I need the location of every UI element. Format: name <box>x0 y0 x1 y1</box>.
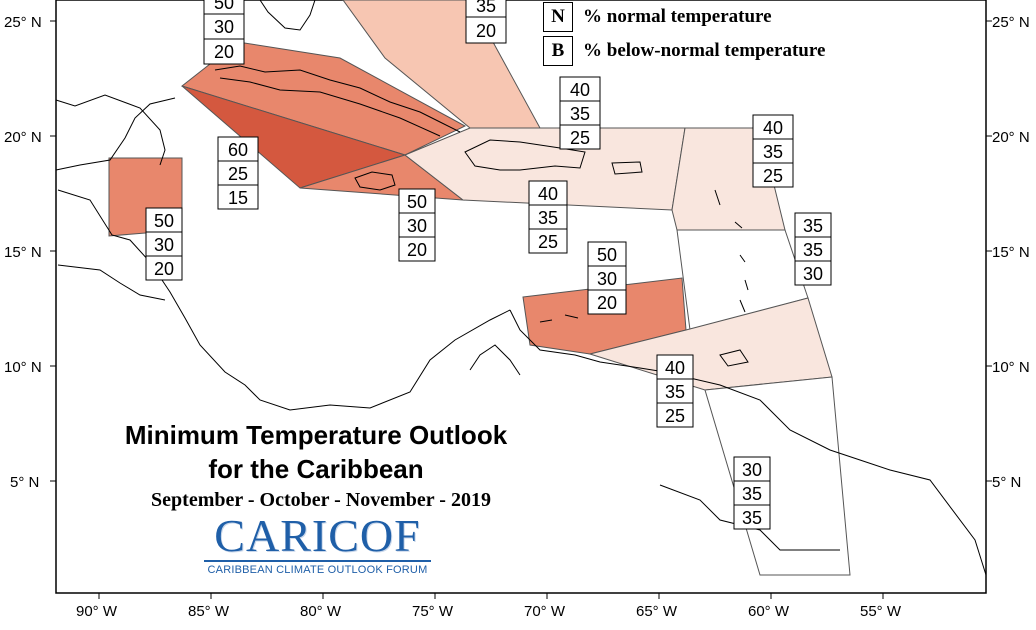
prob-value: 25 <box>538 232 558 252</box>
prob-box-jamaica: 50 30 20 <box>398 188 436 262</box>
prob-value: 40 <box>570 80 590 100</box>
prob-value: 20 <box>476 21 496 41</box>
prob-value: 35 <box>803 240 823 260</box>
prob-value: 35 <box>665 382 685 402</box>
lat-label-right: 25° N <box>992 14 1030 31</box>
prob-value: 20 <box>597 293 617 313</box>
lat-label-right: 20° N <box>992 129 1030 146</box>
coast-gulf-mexico <box>55 94 176 171</box>
prob-value: 35 <box>763 142 783 162</box>
legend-label-below: % below-normal temperature <box>583 40 826 61</box>
lon-label: 70° W <box>524 603 566 620</box>
latitude-labels: 25° N 20° N 15° N 10° N 5° N 25° N 20° N… <box>4 14 1030 491</box>
prob-box-trinidad: 40 35 25 <box>656 354 694 428</box>
logo-tagline: CARIBBEAN CLIMATE OUTLOOK FORUM <box>207 564 428 576</box>
prob-value: 60 <box>228 140 248 160</box>
legend-row-below: B % below-normal temperature <box>543 36 825 66</box>
lat-label-left: 15° N <box>4 244 42 261</box>
map-title: Minimum Temperature Outlook for the Cari… <box>66 418 566 486</box>
lon-label: 55° W <box>860 603 902 620</box>
prob-value: 50 <box>154 211 174 231</box>
prob-box-hispaniola: 40 35 25 <box>528 180 568 254</box>
lat-label-left: 25° N <box>4 14 42 31</box>
prob-box-guianas: 30 35 35 <box>733 456 771 530</box>
longitude-labels: 90° W 85° W 80° W 75° W 70° W 65° W 60° … <box>76 603 902 620</box>
prob-value: 40 <box>538 184 558 204</box>
title-line-2: for the Caribbean <box>208 454 424 484</box>
prob-value: 20 <box>407 240 427 260</box>
prob-value: 30 <box>407 216 427 236</box>
prob-value: 35 <box>742 508 762 528</box>
prob-value: 50 <box>214 0 234 13</box>
prob-value: 25 <box>228 164 248 184</box>
coast-cuba <box>214 65 461 137</box>
prob-value: 35 <box>742 484 762 504</box>
prob-value: 30 <box>803 264 823 284</box>
legend-key-below: B <box>543 36 573 66</box>
prob-value: 40 <box>665 358 685 378</box>
forecast-zones <box>108 0 851 576</box>
coast-puerto-rico <box>611 161 643 175</box>
prob-value: 30 <box>214 17 234 37</box>
lon-label: 85° W <box>188 603 230 620</box>
prob-value: 30 <box>154 235 174 255</box>
lat-label-right: 10° N <box>992 359 1030 376</box>
prob-box-windward: 35 35 30 <box>794 212 832 286</box>
prob-value: 50 <box>597 245 617 265</box>
coast-florida <box>259 0 316 31</box>
prob-value: 35 <box>476 0 496 16</box>
longitude-ticks <box>98 593 884 599</box>
prob-value: 25 <box>665 406 685 426</box>
title-line-1: Minimum Temperature Outlook <box>124 420 508 450</box>
logo-divider <box>204 560 431 562</box>
lon-label: 75° W <box>412 603 454 620</box>
latitude-ticks <box>50 20 992 482</box>
prob-value: 25 <box>763 166 783 186</box>
coast-hispaniola <box>464 139 586 171</box>
prob-box-belize: 50 30 20 <box>145 207 183 281</box>
prob-value: 30 <box>742 460 762 480</box>
legend-label-normal: % normal temperature <box>583 6 772 27</box>
coast-trinidad <box>719 349 749 367</box>
prob-box-leeward: 40 35 25 <box>752 114 794 188</box>
lon-label: 65° W <box>636 603 678 620</box>
logo-wordmark: CARICOF <box>214 510 421 561</box>
prob-value: 20 <box>214 42 234 62</box>
lon-label: 90° W <box>76 603 118 620</box>
prob-box-cayman: 60 25 15 <box>217 136 259 210</box>
map-subtitle: September - October - November - 2019 <box>151 489 491 511</box>
prob-value: 40 <box>763 118 783 138</box>
legend-key-normal: N <box>543 2 573 32</box>
lat-label-left: 5° N <box>10 474 39 491</box>
coast-lesser-antilles <box>714 189 749 313</box>
prob-value: 20 <box>154 259 174 279</box>
coast-jamaica <box>354 171 396 191</box>
lon-label: 60° W <box>748 603 790 620</box>
probability-boxes: 35 20 50 30 20 60 25 15 50 30 20 50 30 <box>145 0 832 530</box>
legend-row-normal: N % normal temperature <box>543 2 772 32</box>
prob-value: 15 <box>228 188 248 208</box>
prob-value: 30 <box>597 269 617 289</box>
lon-label: 80° W <box>300 603 342 620</box>
caricof-logo: CARICOF CARIBBEAN CLIMATE OUTLOOK FORUM <box>200 512 435 576</box>
lat-label-right: 5° N <box>992 474 1021 491</box>
prob-value: 25 <box>570 128 590 148</box>
prob-box-bahamas: 35 20 <box>465 0 507 44</box>
prob-value: 35 <box>803 216 823 236</box>
prob-box-abc: 50 30 20 <box>587 241 627 315</box>
prob-value: 50 <box>407 192 427 212</box>
lat-label-right: 15° N <box>992 244 1030 261</box>
coast-central-america <box>57 189 511 411</box>
lat-label-left: 20° N <box>4 129 42 146</box>
prob-value: 35 <box>570 104 590 124</box>
prob-value: 35 <box>538 208 558 228</box>
lat-label-left: 10° N <box>4 359 42 376</box>
prob-box-cuba: 50 30 20 <box>203 0 245 65</box>
prob-box-turks-caicos: 40 35 25 <box>559 76 601 150</box>
